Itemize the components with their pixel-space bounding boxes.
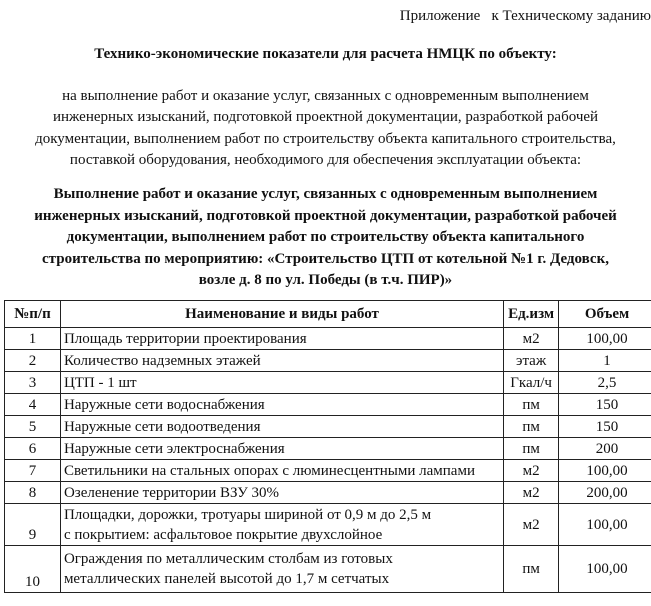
row-name: Количество надземных этажей bbox=[59, 349, 505, 372]
table-header-row: №п/п Наименование и виды работ Ед.изм Об… bbox=[4, 300, 651, 328]
table-row: 3 ЦТП - 1 шт Гкал/ч 2,5 bbox=[4, 371, 651, 394]
intro-paragraph: на выполнение работ и оказание услуг, св… bbox=[0, 86, 651, 171]
intro-line: на выполнение работ и оказание услуг, св… bbox=[62, 88, 589, 104]
subject-line: инженерных изысканий, подготовкой проект… bbox=[34, 207, 617, 224]
row-volume: 200 bbox=[558, 437, 651, 460]
row-name: Наружные сети электроснабжения bbox=[59, 437, 505, 460]
row-name-line: металлических панелей высотой до 1,7 м с… bbox=[63, 571, 390, 587]
row-volume: 150 bbox=[558, 415, 651, 438]
table-row: 10 Ограждения по металлическим столбам из… bbox=[4, 545, 651, 593]
row-name-line: Ограждения по металлическим столбам из г… bbox=[63, 551, 393, 567]
row-unit: пм bbox=[503, 545, 560, 593]
row-name: Светильники на стальных опорах с люминес… bbox=[59, 459, 505, 482]
row-volume: 1 bbox=[558, 349, 651, 372]
table-row: 2 Количество надземных этажей этаж 1 bbox=[4, 349, 651, 372]
document-title: Технико-экономические показатели для рас… bbox=[94, 46, 557, 62]
row-number: 6 bbox=[4, 437, 61, 460]
subject-line: возле д. 8 по ул. Победы (в т.ч. ПИР)» bbox=[198, 272, 453, 288]
row-name: Площадки, дорожки, тротуары шириной от 0… bbox=[59, 503, 505, 546]
col-header-number: №п/п bbox=[4, 300, 61, 328]
row-number: 8 bbox=[4, 481, 61, 504]
row-unit: м2 bbox=[503, 459, 560, 482]
intro-line: поставкой оборудования, необходимого для… bbox=[69, 151, 582, 168]
row-number: 9 bbox=[4, 503, 61, 546]
table-row: 8 Озеленение территории ВЗУ 30% м2 200,00 bbox=[4, 481, 651, 504]
col-header-name: Наименование и виды работ bbox=[59, 300, 505, 328]
row-volume: 100,00 bbox=[558, 545, 651, 593]
row-unit: пм bbox=[503, 437, 560, 460]
intro-line: инженерных изысканий, подготовкой проект… bbox=[52, 109, 599, 126]
table-row: 9 Площадки, дорожки, тротуары шириной от … bbox=[4, 503, 651, 546]
table-row: 6 Наружные сети электроснабжения пм 200 bbox=[4, 437, 651, 460]
row-name: Озеленение территории ВЗУ 30% bbox=[59, 481, 505, 504]
row-number: 10 bbox=[4, 545, 61, 593]
indicators-table: №п/п Наименование и виды работ Ед.изм Об… bbox=[4, 300, 651, 593]
col-header-volume: Объем bbox=[558, 300, 651, 328]
table-row: 1 Площадь территории проектирования м2 100,… bbox=[4, 327, 651, 350]
row-name: Наружные сети водоотведения bbox=[59, 415, 505, 438]
row-volume: 100,00 bbox=[558, 327, 651, 350]
appendix-label: Приложение к Техническому заданию bbox=[399, 8, 651, 24]
row-name-line: с покрытием: асфальтовое покрытие двухсл… bbox=[63, 526, 383, 543]
subject-line: строительства по мероприятию: «Строитель… bbox=[42, 250, 609, 267]
row-number: 3 bbox=[4, 371, 61, 394]
row-number: 5 bbox=[4, 415, 61, 438]
row-volume: 150 bbox=[558, 393, 651, 416]
subject-paragraph: Выполнение работ и оказание услуг, связа… bbox=[0, 184, 651, 292]
row-unit: м2 bbox=[503, 327, 560, 350]
intro-line: документации, выполнением работ по строи… bbox=[35, 130, 616, 147]
row-unit: пм bbox=[503, 415, 560, 438]
row-name: Наружные сети водоснабжения bbox=[59, 393, 505, 416]
table-row: 4 Наружные сети водоснабжения пм 150 bbox=[4, 393, 651, 416]
row-unit: Гкал/ч bbox=[503, 371, 560, 394]
row-name: Площадь территории проектирования bbox=[59, 327, 505, 350]
row-unit: пм bbox=[503, 393, 560, 416]
subject-line: Выполнение работ и оказание услуг, связа… bbox=[53, 186, 598, 202]
row-unit: м2 bbox=[503, 481, 560, 504]
row-number: 2 bbox=[4, 349, 61, 372]
row-number: 7 bbox=[4, 459, 61, 482]
row-name-line: Площадки, дорожки, тротуары шириной от 0… bbox=[63, 506, 432, 523]
table-row: 7 Светильники на стальных опорах с люмине… bbox=[4, 459, 651, 482]
row-volume: 100,00 bbox=[558, 503, 651, 546]
row-name: Ограждения по металлическим столбам из г… bbox=[59, 545, 505, 593]
row-volume: 200,00 bbox=[558, 481, 651, 504]
col-header-unit: Ед.изм bbox=[503, 300, 560, 328]
row-unit: м2 bbox=[503, 503, 560, 546]
table-row: 5 Наружные сети водоотведения пм 150 bbox=[4, 415, 651, 438]
row-number: 4 bbox=[4, 393, 61, 416]
row-number: 1 bbox=[4, 327, 61, 350]
subject-line: документации, выполнением работ по строи… bbox=[66, 229, 585, 245]
row-volume: 100,00 bbox=[558, 459, 651, 482]
row-volume: 2,5 bbox=[558, 371, 651, 394]
row-name: ЦТП - 1 шт bbox=[59, 371, 505, 394]
row-unit: этаж bbox=[503, 349, 560, 372]
